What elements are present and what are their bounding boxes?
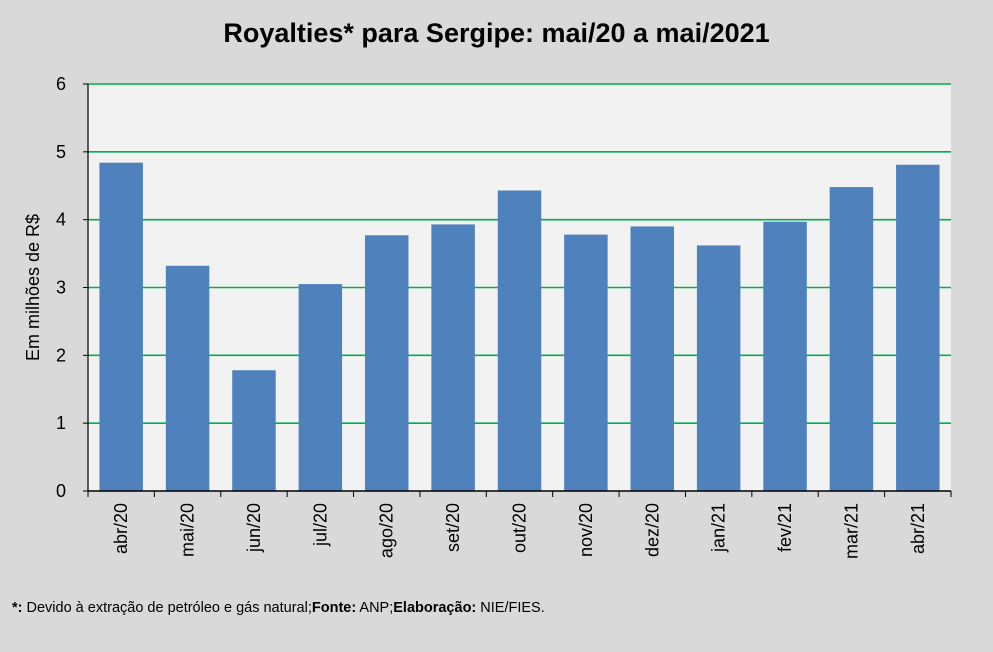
bar <box>232 370 276 491</box>
x-tick-label: nov/20 <box>576 503 596 557</box>
footnote-source-label: Fonte: <box>311 600 357 616</box>
footnote-credit-text: NIE/FIES. <box>476 600 545 616</box>
x-tick-label: set/20 <box>443 503 463 552</box>
x-tick-label: abr/20 <box>111 503 131 554</box>
y-tick-label: 6 <box>56 74 66 94</box>
x-tick-label: out/20 <box>510 503 530 553</box>
y-tick-label: 3 <box>56 278 66 298</box>
bar <box>829 187 874 491</box>
bar <box>99 162 143 492</box>
footnote-star-mark: *: <box>12 600 23 616</box>
x-tick-label: mar/21 <box>841 503 861 559</box>
bar <box>431 224 475 492</box>
bar <box>165 265 210 491</box>
bar <box>896 164 940 491</box>
x-tick-label: abr/21 <box>908 503 928 554</box>
y-tick-label: 4 <box>56 210 66 230</box>
x-tick-label: mai/20 <box>178 503 198 557</box>
y-axis-label: Em milhões de R$ <box>23 214 43 361</box>
x-tick-label: jun/20 <box>244 503 264 553</box>
footnote-credit-label: Elaboração: <box>393 600 477 616</box>
bar <box>564 234 608 491</box>
footnote: *: Devido à extração de petróleo e gás n… <box>12 600 545 616</box>
bar <box>497 190 542 491</box>
bar <box>763 221 807 491</box>
x-tick-label: fev/21 <box>775 503 795 552</box>
bar <box>630 226 675 491</box>
y-tick-label: 5 <box>56 142 66 162</box>
x-tick-label: dez/20 <box>642 503 662 557</box>
bar <box>364 235 409 491</box>
bar <box>696 245 741 491</box>
x-tick-label: jul/20 <box>310 503 330 547</box>
bar <box>298 284 343 491</box>
footnote-source-text: ANP; <box>356 600 394 616</box>
chart-title: Royalties* para Sergipe: mai/20 a mai/20… <box>223 18 770 48</box>
y-tick-label: 1 <box>56 413 66 433</box>
x-tick-label: ago/20 <box>377 503 397 558</box>
footnote-star-text: Devido à extração de petróleo e gás natu… <box>22 600 312 616</box>
y-tick-label: 0 <box>56 481 66 501</box>
y-tick-label: 2 <box>56 345 66 365</box>
x-tick-label: jan/21 <box>709 503 729 553</box>
